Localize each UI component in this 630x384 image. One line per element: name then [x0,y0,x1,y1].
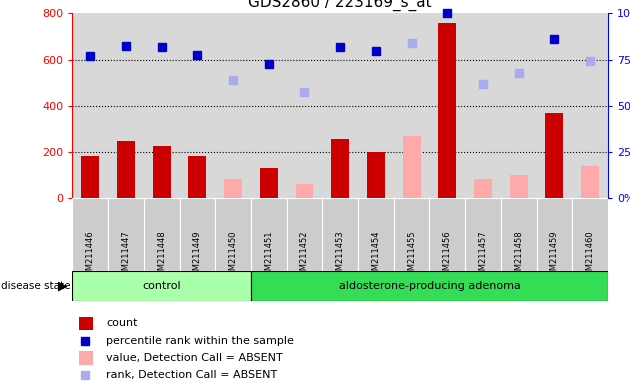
Text: GSM211446: GSM211446 [86,230,94,281]
Text: control: control [142,281,181,291]
Bar [79,316,93,330]
Bar [474,179,492,198]
Text: ▶: ▶ [58,280,68,293]
Bar [117,141,135,198]
Bar [180,198,215,271]
Text: disease state: disease state [1,281,70,291]
Text: GSM211455: GSM211455 [407,230,416,281]
Bar [251,271,608,301]
Bar [295,184,313,198]
Bar [465,198,501,271]
Text: GSM211451: GSM211451 [265,230,273,281]
Text: GSM211453: GSM211453 [336,230,345,281]
Bar [72,271,251,301]
Bar [224,179,242,198]
Text: GSM211457: GSM211457 [479,230,488,281]
Text: GSM211447: GSM211447 [122,230,130,281]
Bar [144,198,180,271]
Bar [394,198,430,271]
Title: GDS2860 / 223169_s_at: GDS2860 / 223169_s_at [248,0,432,11]
Bar [367,152,385,198]
Bar [251,198,287,271]
Bar [430,198,465,271]
Bar [546,113,563,198]
Bar [323,198,358,271]
Bar [79,351,93,365]
Bar [72,198,108,271]
Bar [438,23,456,198]
Bar [188,156,206,198]
Bar [287,198,323,271]
Bar [358,198,394,271]
Bar [260,168,278,198]
Text: GSM211458: GSM211458 [514,230,523,281]
Text: percentile rank within the sample: percentile rank within the sample [106,336,294,346]
Bar [81,156,100,198]
Text: rank, Detection Call = ABSENT: rank, Detection Call = ABSENT [106,370,278,380]
Bar [581,166,599,198]
Text: GSM211450: GSM211450 [229,230,238,281]
Text: value, Detection Call = ABSENT: value, Detection Call = ABSENT [106,353,283,363]
Bar [215,198,251,271]
Text: count: count [106,318,138,328]
Text: GSM211448: GSM211448 [158,230,166,281]
Text: GSM211452: GSM211452 [300,230,309,281]
Bar [403,136,420,198]
Text: aldosterone-producing adenoma: aldosterone-producing adenoma [338,281,520,291]
Bar [331,139,349,198]
Text: GSM211460: GSM211460 [586,230,595,281]
Bar [501,198,537,271]
Bar [510,175,527,198]
Bar [572,198,608,271]
Text: GSM211454: GSM211454 [372,230,381,281]
Text: GSM211456: GSM211456 [443,230,452,281]
Bar [108,198,144,271]
Text: GSM211459: GSM211459 [550,230,559,281]
Bar [537,198,572,271]
Bar [152,146,171,198]
Text: GSM211449: GSM211449 [193,230,202,281]
